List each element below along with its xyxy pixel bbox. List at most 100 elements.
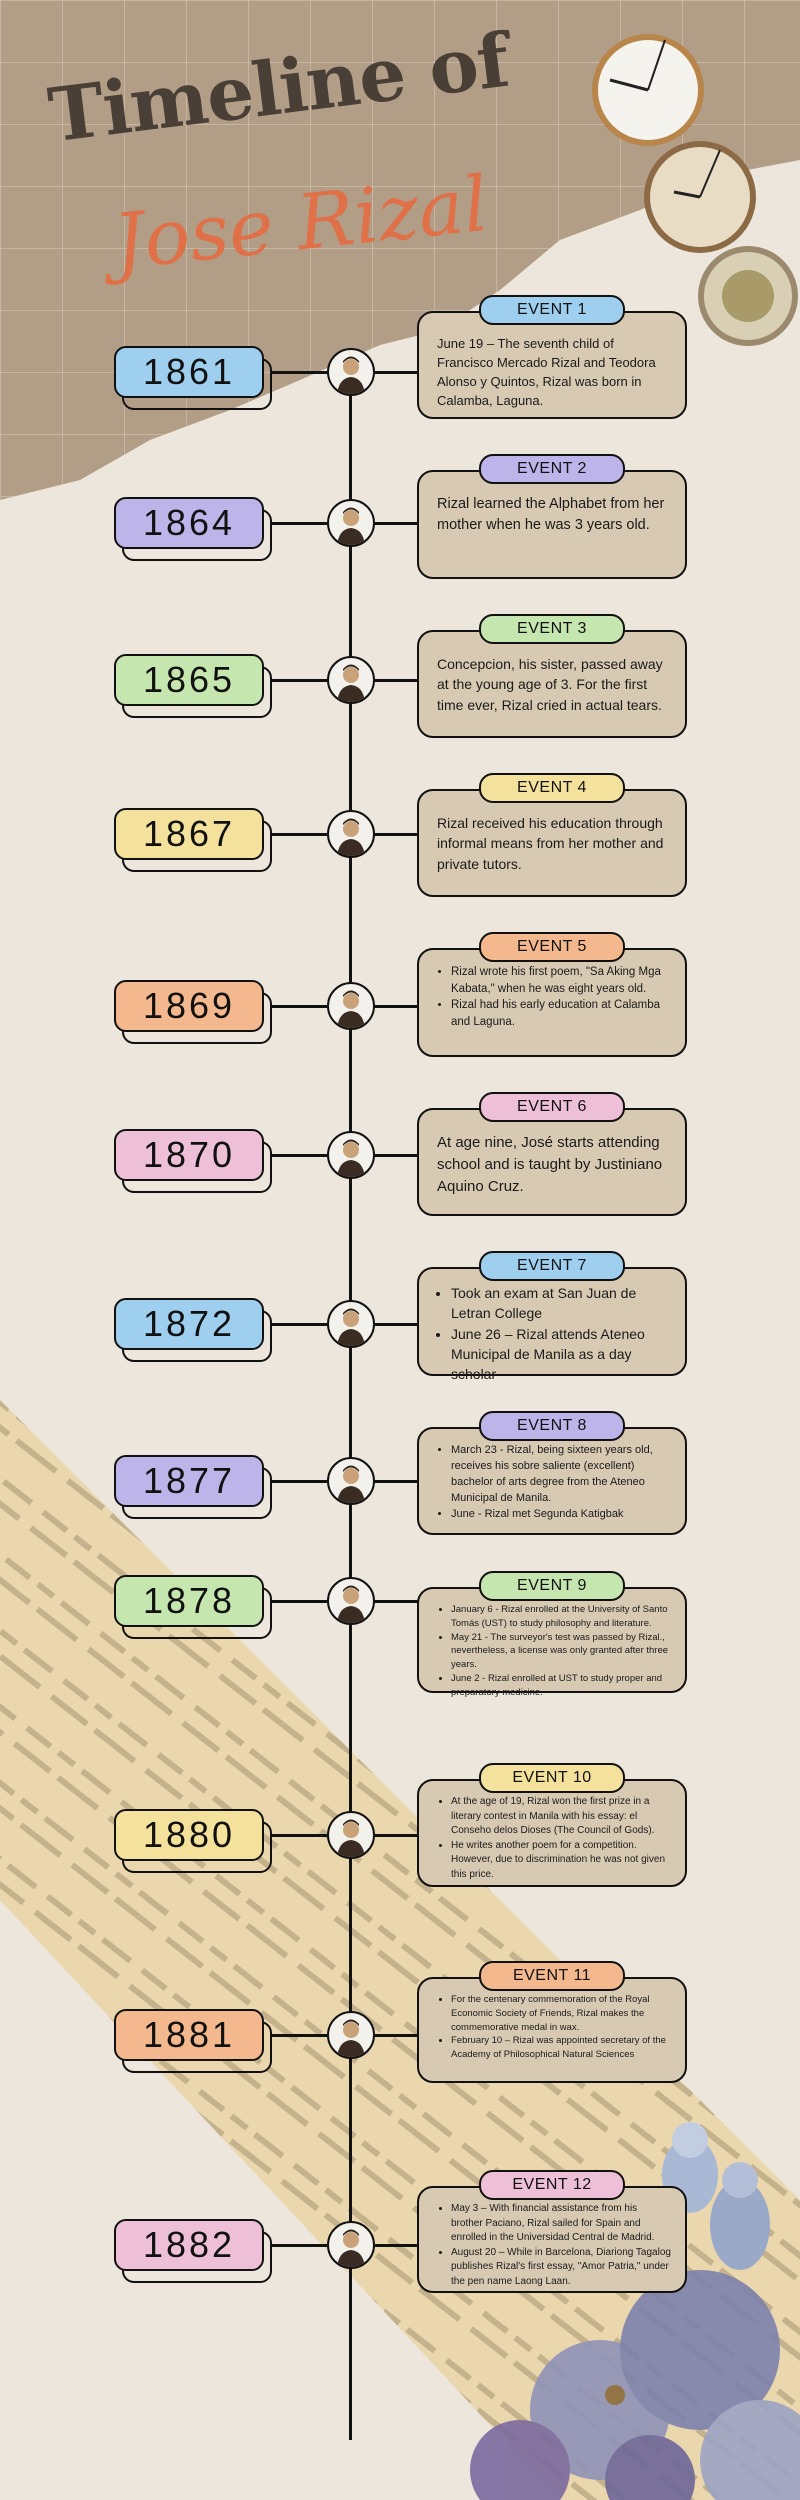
year-label: 1882 [114, 2219, 264, 2271]
rizal-portrait-icon [327, 810, 375, 858]
connector-left [272, 522, 328, 525]
event-card: May 3 – With financial assistance from h… [417, 2186, 687, 2293]
year-marker: 1861 [114, 346, 272, 410]
rizal-portrait-icon [327, 1577, 375, 1625]
clock-3 [698, 246, 798, 346]
flower-bouquet [470, 2270, 800, 2500]
event-label: EVENT 1 [479, 295, 625, 325]
rizal-portrait-icon [327, 1300, 375, 1348]
event-bullet: Rizal wrote his first poem, "Sa Aking Mg… [451, 964, 671, 997]
connector-right [374, 2244, 418, 2247]
year-label: 1869 [114, 980, 264, 1032]
connector-right [374, 371, 418, 374]
event-bullet: June - Rizal met Segunda Katigbak [451, 1507, 671, 1523]
rizal-portrait-icon [327, 1811, 375, 1859]
connector-left [272, 2034, 328, 2037]
event-bullet: May 3 – With financial assistance from h… [451, 2202, 671, 2246]
event-label: EVENT 8 [479, 1411, 625, 1441]
event-description: At age nine, José starts attending schoo… [437, 1134, 663, 1195]
connector-left [272, 1005, 328, 1008]
event-bullet-list: Took an exam at San Juan de Letran Colle… [437, 1283, 671, 1384]
year-marker: 1881 [114, 2009, 272, 2073]
year-label: 1865 [114, 654, 264, 706]
connector-right [374, 522, 418, 525]
connector-right [374, 1480, 418, 1483]
year-marker: 1864 [114, 497, 272, 561]
event-bullet: January 6 - Rizal enrolled at the Univer… [451, 1603, 671, 1631]
event-card: Rizal received his education through inf… [417, 789, 687, 897]
year-marker: 1870 [114, 1129, 272, 1193]
event-label: EVENT 11 [479, 1961, 625, 1991]
event-description: June 19 – The seventh child of Francisco… [437, 336, 656, 408]
event-bullet: August 20 – While in Barcelona, Diariong… [451, 2246, 671, 2290]
event-card: Rizal learned the Alphabet from her moth… [417, 470, 687, 579]
event-bullet: May 21 - The surveyor's test was passed … [451, 1631, 671, 1672]
connector-left [272, 1154, 328, 1157]
event-card: June 19 – The seventh child of Francisco… [417, 311, 687, 419]
event-bullet: For the centenary commemoration of the R… [451, 1993, 671, 2034]
connector-right [374, 1154, 418, 1157]
rizal-portrait-icon [327, 2011, 375, 2059]
year-marker: 1877 [114, 1455, 272, 1519]
event-bullet: Rizal had his early education at Calamba… [451, 997, 671, 1030]
connector-left [272, 1480, 328, 1483]
event-description: Rizal received his education through inf… [437, 815, 664, 872]
year-label: 1861 [114, 346, 264, 398]
year-label: 1881 [114, 2009, 264, 2061]
year-label: 1864 [114, 497, 264, 549]
clock-2 [644, 141, 756, 253]
connector-left [272, 371, 328, 374]
connector-left [272, 679, 328, 682]
event-label: EVENT 4 [479, 773, 625, 803]
event-label: EVENT 7 [479, 1251, 625, 1281]
clock-1 [592, 34, 704, 146]
event-card: At the age of 19, Rizal won the first pr… [417, 1779, 687, 1887]
rizal-portrait-icon [327, 1457, 375, 1505]
event-bullet-list: March 23 - Rizal, being sixteen years ol… [437, 1443, 671, 1523]
event-label: EVENT 6 [479, 1092, 625, 1122]
event-label: EVENT 2 [479, 454, 625, 484]
connector-right [374, 1600, 418, 1603]
event-card: March 23 - Rizal, being sixteen years ol… [417, 1427, 687, 1535]
connector-right [374, 1834, 418, 1837]
connector-right [374, 1323, 418, 1326]
event-bullet: February 10 – Rizal was appointed secret… [451, 2034, 671, 2062]
rizal-portrait-icon [327, 656, 375, 704]
year-marker: 1869 [114, 980, 272, 1044]
event-bullet: Took an exam at San Juan de Letran Colle… [451, 1283, 671, 1324]
year-marker: 1867 [114, 808, 272, 872]
year-label: 1867 [114, 808, 264, 860]
year-marker: 1865 [114, 654, 272, 718]
connector-right [374, 2034, 418, 2037]
connector-left [272, 833, 328, 836]
event-card: January 6 - Rizal enrolled at the Univer… [417, 1587, 687, 1698]
event-bullet: March 23 - Rizal, being sixteen years ol… [451, 1443, 671, 1507]
event-bullet: June 26 – Rizal attends Ateneo Municipal… [451, 1324, 671, 1385]
year-marker: 1878 [114, 1575, 272, 1639]
rizal-portrait-icon [327, 1131, 375, 1179]
event-label: EVENT 3 [479, 614, 625, 644]
rizal-portrait-icon [327, 982, 375, 1030]
event-card: At age nine, José starts attending schoo… [417, 1108, 687, 1216]
event-bullet: He writes another poem for a competition… [451, 1839, 671, 1883]
event-label: EVENT 12 [479, 2170, 625, 2200]
event-bullet-list: For the centenary commemoration of the R… [437, 1993, 671, 2062]
timeline-axis [349, 395, 352, 2440]
event-bullet: At the age of 19, Rizal won the first pr… [451, 1795, 671, 1839]
event-bullet-list: January 6 - Rizal enrolled at the Univer… [437, 1603, 671, 1699]
event-card: Concepcion, his sister, passed away at t… [417, 630, 687, 738]
event-card: Took an exam at San Juan de Letran Colle… [417, 1267, 687, 1382]
event-description: Concepcion, his sister, passed away at t… [437, 656, 663, 713]
connector-right [374, 1005, 418, 1008]
event-card: Rizal wrote his first poem, "Sa Aking Mg… [417, 948, 687, 1057]
rizal-portrait-icon [327, 499, 375, 547]
year-marker: 1882 [114, 2219, 272, 2283]
event-label: EVENT 5 [479, 932, 625, 962]
connector-left [272, 2244, 328, 2247]
rizal-portrait-icon [327, 2221, 375, 2269]
year-marker: 1880 [114, 1809, 272, 1873]
event-bullet: June 2 - Rizal enrolled at UST to study … [451, 1672, 671, 1700]
year-label: 1872 [114, 1298, 264, 1350]
event-bullet-list: Rizal wrote his first poem, "Sa Aking Mg… [437, 964, 671, 1031]
year-label: 1877 [114, 1455, 264, 1507]
